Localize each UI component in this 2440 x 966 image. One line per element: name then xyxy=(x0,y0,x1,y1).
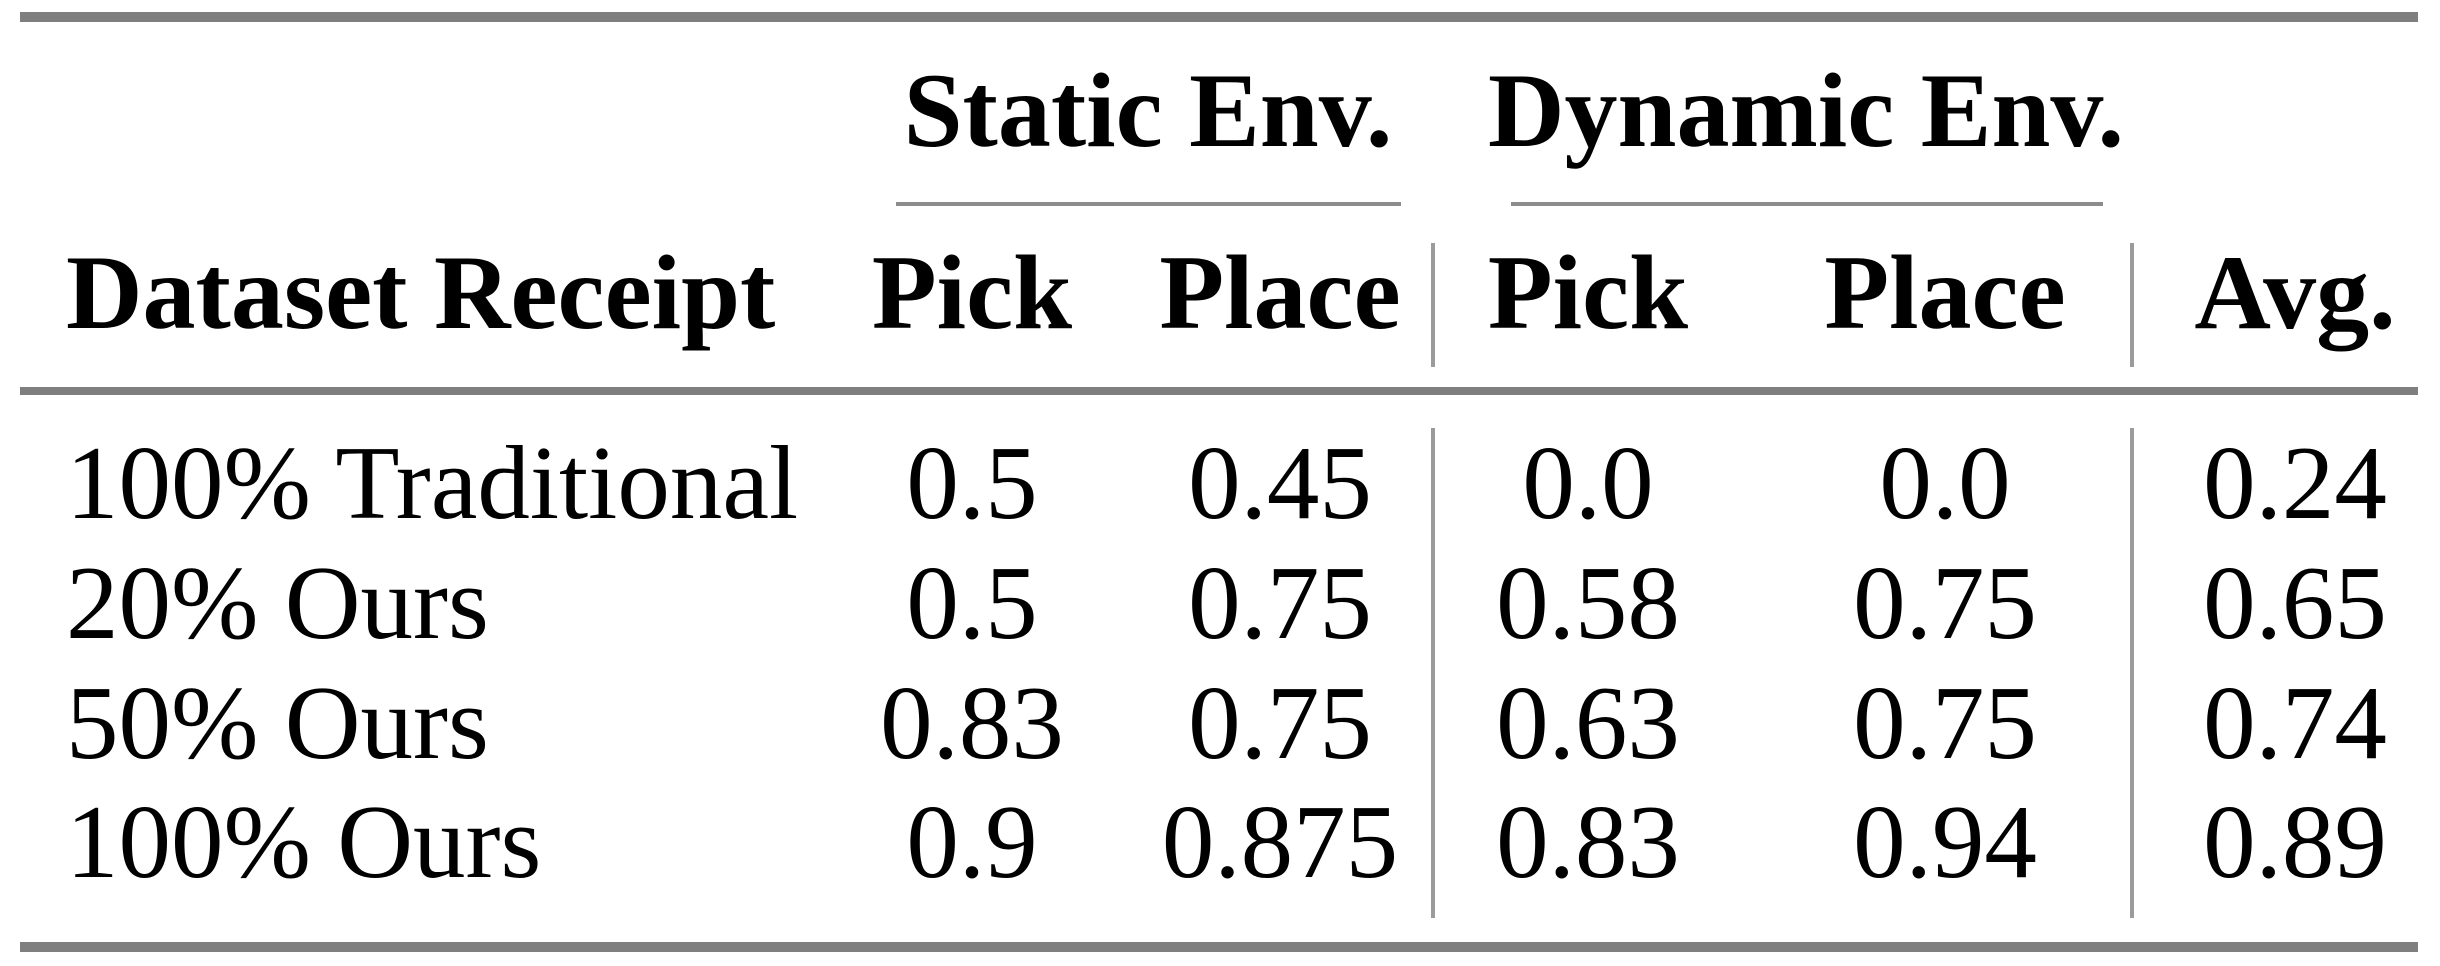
table-row: 20% Ours 0.5 0.75 0.58 0.75 0.65 xyxy=(0,537,2440,667)
cell-dynamic-pick: 0.58 xyxy=(1496,543,1680,661)
table-bottom-rule xyxy=(20,942,2418,952)
row-label: 100% Traditional xyxy=(66,423,799,541)
cell-avg: 0.24 xyxy=(2203,423,2387,541)
cell-dynamic-place: 0.0 xyxy=(1879,423,2011,541)
cell-static-pick: 0.5 xyxy=(906,543,1038,661)
cell-dynamic-pick: 0.0 xyxy=(1522,423,1654,541)
cell-static-place: 0.75 xyxy=(1188,663,1372,781)
divider-static-dynamic-header xyxy=(1431,243,1435,367)
table-header-rule xyxy=(20,387,2418,395)
header-dynamic-pick: Pick xyxy=(1487,234,1689,351)
table-row: 100% Ours 0.9 0.875 0.83 0.94 0.89 xyxy=(0,776,2440,906)
table-row: 50% Ours 0.83 0.75 0.63 0.75 0.74 xyxy=(0,657,2440,787)
dynamic-env-underline xyxy=(1511,202,2103,206)
divider-dynamic-avg-body xyxy=(2130,428,2134,918)
cell-avg: 0.74 xyxy=(2203,663,2387,781)
header-avg: Avg. xyxy=(2194,234,2396,351)
static-env-underline xyxy=(896,202,1401,206)
table-header-row: Dataset Receipt Pick Place Pick Place Av… xyxy=(0,228,2440,358)
divider-static-dynamic-body xyxy=(1431,428,1435,918)
cell-dynamic-place: 0.75 xyxy=(1853,543,2037,661)
table-row: 100% Traditional 0.5 0.45 0.0 0.0 0.24 xyxy=(0,417,2440,547)
header-static-place: Place xyxy=(1159,234,1401,351)
header-dataset-receipt: Dataset Receipt xyxy=(66,234,776,351)
cell-static-pick: 0.9 xyxy=(906,782,1038,900)
cell-avg: 0.89 xyxy=(2203,782,2387,900)
cell-dynamic-place: 0.94 xyxy=(1853,782,2037,900)
row-label: 20% Ours xyxy=(66,543,489,661)
cell-static-pick: 0.5 xyxy=(906,423,1038,541)
row-label: 100% Ours xyxy=(66,782,542,900)
divider-dynamic-avg-header xyxy=(2130,243,2134,367)
header-dynamic-place: Place xyxy=(1824,234,2066,351)
column-group-dynamic-env: Dynamic Env. xyxy=(1487,52,2125,169)
cell-static-place: 0.45 xyxy=(1188,423,1372,541)
cell-avg: 0.65 xyxy=(2203,543,2387,661)
cell-dynamic-pick: 0.63 xyxy=(1496,663,1680,781)
cell-dynamic-pick: 0.83 xyxy=(1496,782,1680,900)
table-top-rule xyxy=(20,12,2418,22)
cell-dynamic-place: 0.75 xyxy=(1853,663,2037,781)
cell-static-place: 0.875 xyxy=(1161,782,1399,900)
column-group-static-env: Static Env. xyxy=(903,52,1393,169)
row-label: 50% Ours xyxy=(66,663,489,781)
cell-static-place: 0.75 xyxy=(1188,543,1372,661)
cell-static-pick: 0.83 xyxy=(880,663,1064,781)
header-static-pick: Pick xyxy=(871,234,1073,351)
